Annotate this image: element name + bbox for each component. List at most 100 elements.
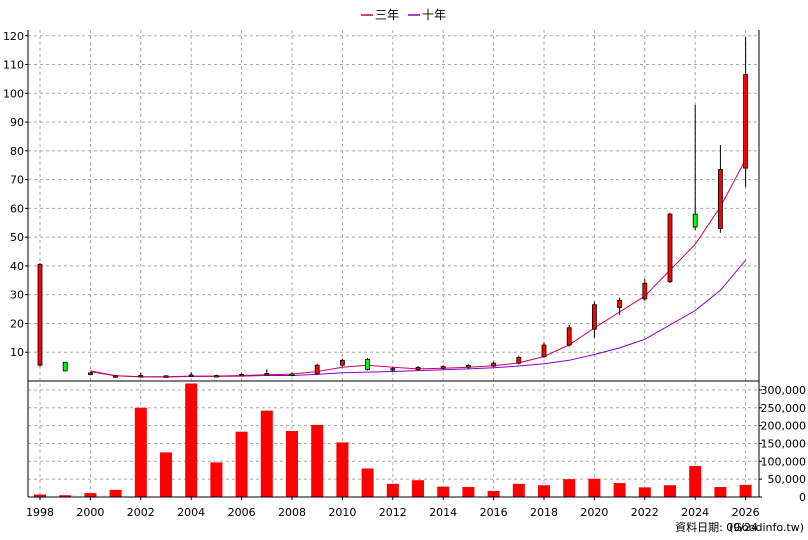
volume-bar xyxy=(412,480,424,497)
volume-bars xyxy=(34,383,752,497)
volume-tick-label: 50,000 xyxy=(768,473,807,486)
candle-body xyxy=(138,375,144,378)
year-tick-label: 2012 xyxy=(379,506,407,519)
candle-body xyxy=(743,74,748,169)
candle-body xyxy=(718,169,723,229)
volume-bar xyxy=(59,495,72,497)
volume-bar xyxy=(664,485,676,497)
volume-tick-label: 100,000 xyxy=(761,455,807,468)
year-tick-label: 2002 xyxy=(127,506,155,519)
price-tick-label: 60 xyxy=(10,202,24,215)
volume-bar xyxy=(739,484,752,497)
volume-bar xyxy=(386,483,399,497)
candle-body xyxy=(667,213,673,283)
volume-bar xyxy=(34,494,46,497)
price-tick-label: 120 xyxy=(3,30,24,43)
volume-bar xyxy=(260,410,273,497)
volume-bar xyxy=(336,442,349,497)
volume-bar xyxy=(134,407,147,497)
price-tick-label: 10 xyxy=(10,346,24,359)
volume-bar xyxy=(361,468,374,497)
price-tick-label: 100 xyxy=(3,87,24,100)
year-tick-label: 2006 xyxy=(228,506,256,519)
price-tick-label: 70 xyxy=(10,174,24,187)
volume-bar xyxy=(235,431,248,497)
year-tick-label: 1998 xyxy=(26,506,54,519)
volume-bar xyxy=(84,493,97,497)
volume-tick-label: 0 xyxy=(799,491,806,504)
price-tick-label: 110 xyxy=(3,59,24,72)
volume-bar xyxy=(512,483,525,497)
price-tick-label: 40 xyxy=(10,260,24,273)
year-tick-label: 2016 xyxy=(480,506,508,519)
volume-tick-label: 150,000 xyxy=(761,437,807,450)
price-candles xyxy=(37,37,748,378)
volume-bar xyxy=(538,485,550,497)
candle-body xyxy=(692,213,698,228)
candle-body xyxy=(213,375,219,378)
candle-body xyxy=(264,373,270,376)
price-tick-label: 50 xyxy=(10,231,24,244)
footer: 資料日期: 09/24 (Goodinfo.tw) xyxy=(675,520,804,534)
year-tick-label: 2004 xyxy=(177,506,205,519)
data-date-label: 資料日期: 09/24 xyxy=(675,520,758,534)
candle-body xyxy=(465,365,471,368)
candle-body xyxy=(88,372,93,376)
volume-bar xyxy=(109,489,122,497)
candle-body xyxy=(415,367,421,370)
ten-year-average-line xyxy=(90,259,746,378)
year-tick-label: 2010 xyxy=(328,506,356,519)
volume-bar xyxy=(437,486,450,497)
price-tick-label: 30 xyxy=(10,289,24,302)
candle-body xyxy=(163,375,169,378)
candle-body xyxy=(440,366,446,369)
candle-body xyxy=(566,327,572,346)
price-tick-label: 20 xyxy=(10,317,24,330)
year-tick-label: 2018 xyxy=(530,506,558,519)
three-year-average-line xyxy=(90,159,747,378)
candle-body xyxy=(592,304,597,330)
year-tick-label: 2026 xyxy=(732,506,760,519)
moving-average-lines xyxy=(90,159,747,378)
candle-body xyxy=(642,282,648,300)
candle-body xyxy=(37,264,43,366)
year-tick-label: 2024 xyxy=(681,506,709,519)
volume-bar xyxy=(714,487,727,497)
year-tick-label: 2008 xyxy=(278,506,306,519)
candle-body xyxy=(617,300,622,309)
volume-bar xyxy=(185,383,198,497)
candle-body xyxy=(491,362,497,367)
source-label: (Goodinfo.tw) xyxy=(729,521,804,534)
volume-bar xyxy=(462,487,475,497)
volume-bar xyxy=(563,479,576,497)
price-tick-label: 80 xyxy=(10,145,24,158)
legend-label-ma3: 三年 xyxy=(375,8,399,22)
candle-body xyxy=(541,344,547,357)
year-tick-label: 2020 xyxy=(580,506,608,519)
volume-bar xyxy=(588,478,601,497)
candle-body xyxy=(289,373,295,376)
year-tick-label: 2000 xyxy=(76,506,104,519)
volume-bar xyxy=(613,483,626,497)
candle-body xyxy=(62,361,68,372)
year-tick-label: 2022 xyxy=(631,506,659,519)
candle-body xyxy=(239,373,245,377)
volume-tick-label: 250,000 xyxy=(761,402,807,415)
candle-body xyxy=(339,359,345,366)
legend: 三年 十年 xyxy=(361,8,446,22)
year-tick-label: 2014 xyxy=(429,506,457,519)
candle-body xyxy=(188,374,194,377)
volume-bar xyxy=(160,452,172,497)
volume-tick-label: 200,000 xyxy=(761,420,807,433)
candle-body xyxy=(365,359,371,370)
axes xyxy=(25,30,762,500)
candle-body xyxy=(314,364,320,375)
price-tick-label: 90 xyxy=(10,116,24,129)
volume-tick-label: 300,000 xyxy=(761,384,807,397)
volume-bar xyxy=(286,430,298,497)
tick-labels: 10 20 30 40 50 60 70 80 90 100 110 120 0 50,000 100,00… xyxy=(3,30,806,519)
grid-lines xyxy=(28,30,759,497)
candle-body xyxy=(516,357,522,364)
legend-label-ma10: 十年 xyxy=(422,8,446,22)
